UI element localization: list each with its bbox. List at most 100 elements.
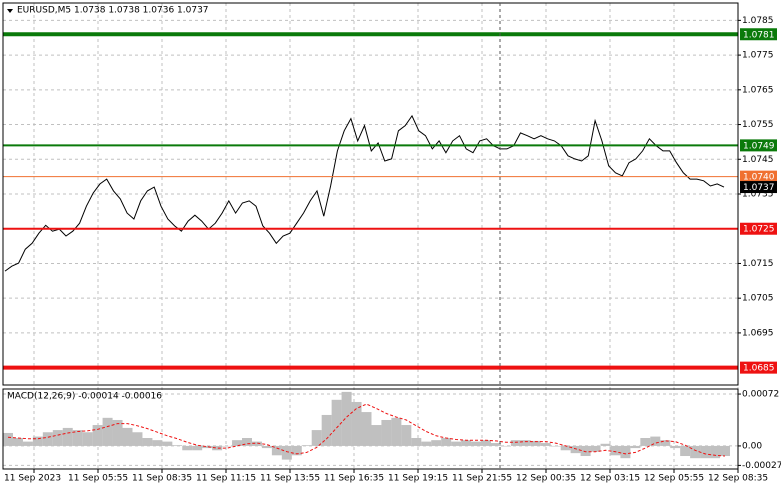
- y-tick-label: 0.00072: [742, 390, 779, 400]
- histogram-bar: [520, 440, 531, 446]
- histogram-bar: [261, 445, 272, 449]
- histogram-bar: [550, 445, 561, 447]
- histogram-bar: [22, 441, 33, 446]
- histogram-bar: [192, 445, 203, 451]
- histogram-bar: [560, 445, 571, 451]
- level-label-box: [740, 181, 777, 194]
- histogram-bar: [232, 440, 243, 446]
- histogram-bar: [510, 440, 521, 446]
- histogram-bar: [172, 445, 183, 446]
- level-label-box: [740, 170, 777, 183]
- x-tick-label: 11 Sep 08:35: [132, 474, 192, 484]
- histogram-bar: [640, 438, 651, 446]
- histogram-bar: [62, 427, 73, 446]
- level-label: 1.0725: [743, 225, 775, 235]
- histogram-bar: [72, 430, 83, 446]
- histogram-bar: [331, 399, 342, 446]
- marks: [3, 32, 738, 460]
- y-tick-label: 1.0695: [742, 328, 774, 338]
- level-label-box: [740, 139, 777, 152]
- histogram-bar: [490, 443, 501, 446]
- histogram-bar: [500, 445, 511, 447]
- histogram-bar: [212, 445, 223, 451]
- histogram-bar: [481, 440, 491, 446]
- histogram-bar: [281, 445, 292, 460]
- histogram-bar: [202, 445, 213, 449]
- y-tick-label: 1.0715: [742, 259, 774, 269]
- y-tick-label: 1.0745: [742, 155, 774, 165]
- histogram-bar: [351, 401, 362, 446]
- histogram-bar: [32, 436, 43, 446]
- x-tick-label: 11 Sep 21:55: [452, 474, 512, 484]
- histogram-bar: [82, 432, 93, 446]
- histogram-bar: [590, 445, 601, 452]
- histogram-bar: [670, 445, 681, 449]
- histogram-bar: [3, 432, 13, 446]
- histogram-bar: [182, 445, 193, 451]
- histogram-bar: [391, 417, 402, 446]
- y-tick-label: 1.0785: [742, 16, 774, 26]
- histogram-bar: [401, 425, 412, 446]
- histogram-bar: [461, 440, 472, 446]
- histogram-bar: [152, 440, 163, 446]
- histogram-bar: [142, 438, 153, 446]
- macd-frame: [2, 388, 739, 470]
- histogram-bar: [92, 425, 103, 446]
- x-tick-label: 11 Sep 11:15: [196, 474, 256, 484]
- histogram-bar: [600, 443, 611, 446]
- x-tick-label: 11 Sep 13:55: [260, 474, 320, 484]
- histogram-bar: [570, 445, 581, 454]
- x-tick-label: 11 Sep 2023: [4, 474, 61, 484]
- histogram-bar: [620, 445, 631, 459]
- histogram-bar: [102, 417, 113, 446]
- histogram-bar: [112, 419, 123, 446]
- x-tick-label: 11 Sep 05:55: [68, 474, 128, 484]
- histogram-bar: [361, 412, 372, 446]
- histogram-bar: [580, 445, 591, 457]
- histogram-bar: [222, 445, 233, 447]
- histogram-bar: [132, 432, 143, 446]
- y-tick-label: 1.0775: [742, 51, 774, 61]
- histogram-bar: [122, 427, 133, 446]
- histogram-bar: [720, 445, 730, 457]
- level-label-box: [740, 222, 777, 235]
- histogram-bar: [700, 445, 711, 459]
- level-label: 1.0737: [743, 183, 775, 193]
- histogram-bar: [471, 441, 482, 446]
- histogram-bar: [530, 440, 541, 446]
- x-tick-label: 11 Sep 19:15: [388, 474, 448, 484]
- histogram-bar: [431, 440, 442, 446]
- y-tick-label: 1.0765: [742, 85, 774, 95]
- histogram-bar: [610, 445, 621, 456]
- histogram-bar: [680, 445, 691, 457]
- y-tick-label: 1.0705: [742, 294, 774, 304]
- histogram-bar: [630, 445, 641, 449]
- histogram-bar: [321, 414, 332, 446]
- histogram-bar: [242, 438, 252, 446]
- histogram-bar: [451, 441, 462, 446]
- histogram-bar: [421, 441, 432, 446]
- macd-title: MACD(12,26,9) -0.00014 -0.00016: [7, 392, 162, 402]
- histogram-bar: [301, 445, 312, 446]
- histogram-bar: [311, 430, 322, 446]
- histogram-bar: [42, 432, 53, 446]
- histogram-bar: [341, 391, 352, 446]
- histogram-bar: [162, 441, 173, 446]
- histogram-bar: [371, 425, 382, 446]
- level-label: 1.0781: [743, 30, 775, 40]
- histogram-bar: [540, 443, 551, 446]
- histogram-bar: [381, 419, 392, 446]
- x-tick-label: 12 Sep 08:35: [708, 474, 768, 484]
- histogram-bar: [12, 438, 23, 446]
- y-tick-label: 1.0755: [742, 120, 774, 130]
- histogram-bar: [411, 438, 422, 446]
- price-line: [4, 114, 725, 272]
- level-label: 1.0740: [743, 173, 775, 183]
- chart-title: EURUSD,M5 1.0738 1.0738 1.0736 1.0737: [17, 6, 209, 16]
- histogram-bar: [251, 441, 262, 446]
- y-tick-label: 0.00: [742, 441, 762, 451]
- histogram-bar: [291, 445, 302, 456]
- histogram-bar: [441, 438, 452, 446]
